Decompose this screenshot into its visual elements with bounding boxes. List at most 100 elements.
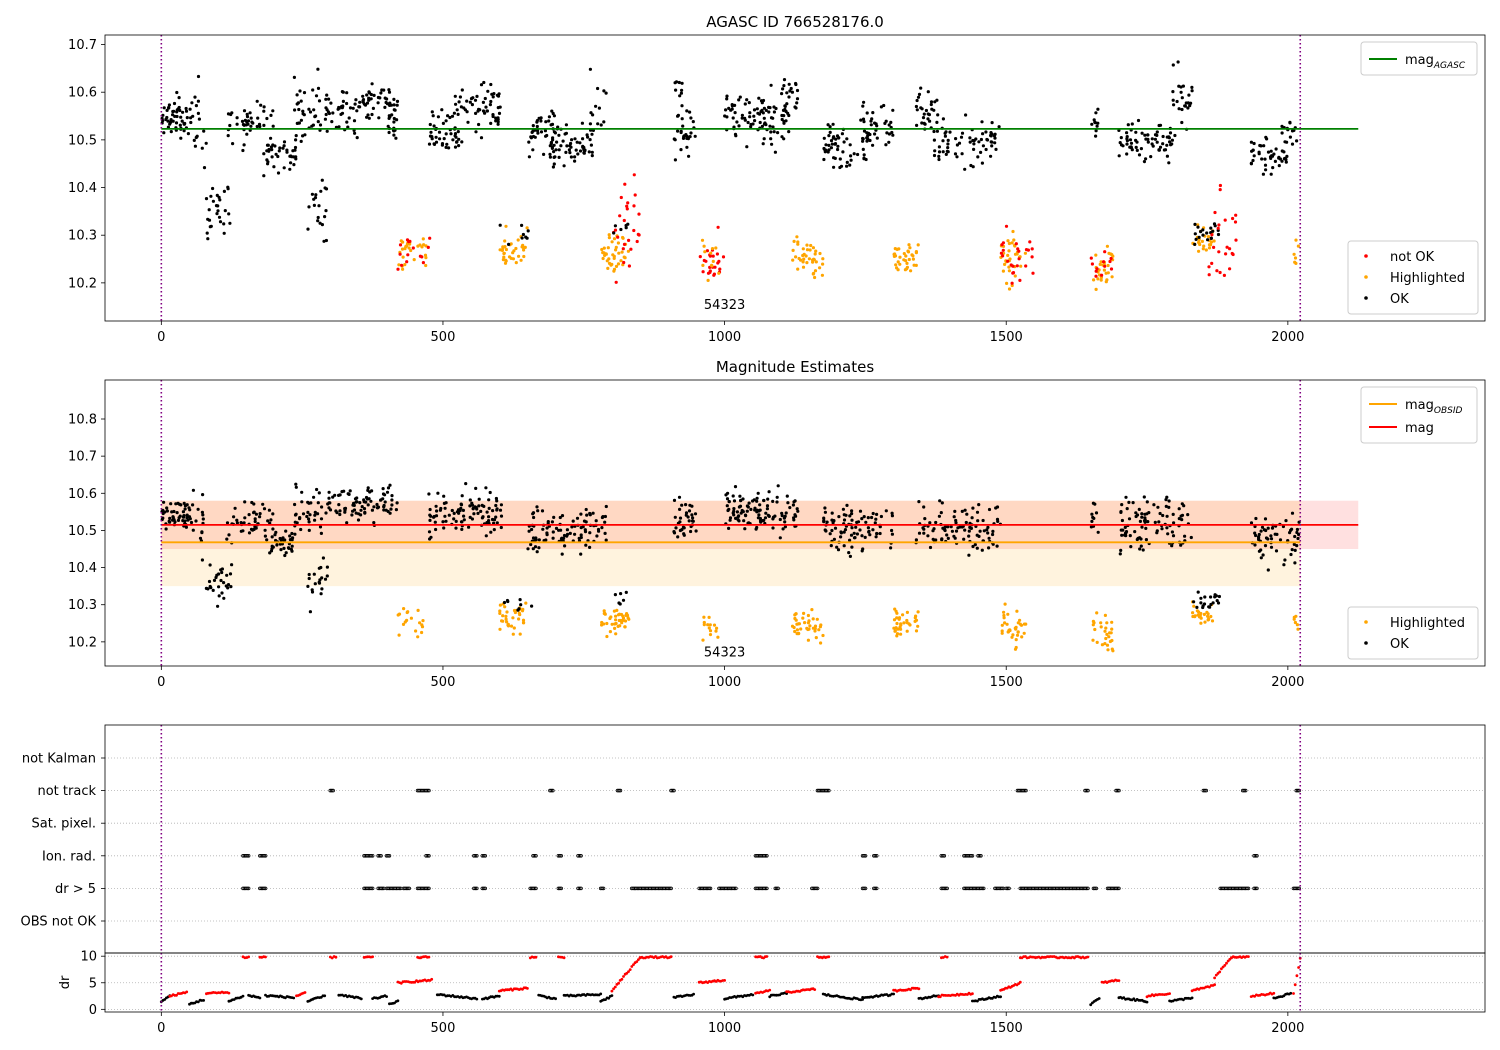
data-point [938, 499, 942, 503]
data-point [684, 511, 689, 515]
data-point [1263, 517, 1268, 521]
data-point [1269, 537, 1274, 541]
dr-point [607, 996, 611, 1000]
data-point [946, 150, 950, 154]
data-point [261, 502, 265, 506]
data-point [384, 508, 388, 512]
flag-marker [1084, 788, 1089, 793]
data-point [1143, 516, 1147, 520]
data-point [440, 142, 445, 146]
data-point [758, 519, 763, 523]
data-point [923, 122, 927, 126]
data-point [529, 135, 533, 139]
data-point [1186, 513, 1190, 517]
data-point [1278, 157, 1282, 161]
data-point [1017, 257, 1021, 261]
data-point [165, 506, 169, 510]
data-point [386, 124, 390, 128]
flag-marker [262, 853, 266, 858]
data-point [1289, 552, 1293, 557]
data-point [416, 244, 420, 248]
legend-label-main: mag [1405, 53, 1434, 68]
legend-label: Highlighted [1390, 616, 1465, 631]
data-point [452, 111, 456, 115]
data-point [844, 513, 848, 517]
data-point [994, 147, 998, 151]
data-point [595, 534, 599, 538]
data-point [615, 608, 619, 613]
data-point [294, 155, 298, 159]
data-point [1294, 238, 1298, 242]
data-point [878, 531, 882, 536]
data-point [693, 134, 697, 138]
flag-marker [980, 886, 985, 891]
data-point [459, 520, 464, 524]
data-point [620, 250, 624, 254]
data-point [568, 144, 572, 148]
data-point [526, 547, 530, 551]
data-point [1180, 96, 1184, 100]
data-point [758, 508, 762, 512]
data-point [499, 514, 504, 518]
dr-point [1292, 992, 1295, 995]
flag-marker [1117, 788, 1121, 793]
data-point [1103, 629, 1107, 633]
data-point [470, 501, 474, 505]
data-point [916, 95, 921, 99]
data-point [768, 106, 772, 110]
data-point [530, 527, 534, 532]
data-point [625, 204, 629, 208]
flag-marker [1115, 886, 1120, 891]
data-point [706, 278, 710, 282]
data-point [1216, 226, 1220, 230]
data-point [1283, 558, 1287, 562]
data-point [1264, 135, 1268, 139]
data-point [567, 148, 572, 152]
data-point [1096, 107, 1100, 111]
data-point [253, 519, 257, 524]
data-point [541, 527, 545, 531]
data-point [365, 93, 369, 97]
data-point [1260, 525, 1265, 529]
data-point [812, 257, 816, 261]
data-point [1290, 548, 1294, 552]
data-point [1107, 635, 1111, 639]
data-point [606, 246, 610, 250]
data-point [1158, 145, 1163, 149]
data-point [312, 495, 316, 499]
data-point [1155, 529, 1159, 533]
data-point [924, 108, 929, 113]
data-point [866, 137, 870, 141]
dr-point [1213, 983, 1216, 987]
data-point [1175, 99, 1179, 104]
flag-marker [1000, 886, 1004, 891]
data-point [401, 255, 405, 259]
data-point [547, 115, 552, 119]
data-point [231, 142, 235, 146]
flag-marker [550, 788, 555, 793]
data-point [390, 498, 394, 502]
data-point [421, 237, 425, 241]
data-point [552, 155, 556, 159]
data-point [1005, 622, 1009, 626]
data-point [383, 96, 387, 100]
data-point [412, 258, 416, 262]
data-point [162, 106, 166, 110]
data-point [1180, 120, 1184, 125]
data-point [219, 578, 223, 583]
flag-marker [577, 853, 582, 858]
data-point [1289, 528, 1293, 533]
data-point [370, 82, 374, 86]
data-point [1137, 507, 1141, 511]
data-point [681, 124, 685, 128]
dr-point [385, 995, 388, 998]
data-point [494, 116, 498, 120]
data-point [1161, 513, 1165, 518]
data-point [618, 624, 622, 628]
data-point [866, 526, 871, 530]
data-point [602, 251, 606, 255]
flag-marker [732, 886, 737, 891]
data-point [914, 618, 919, 622]
data-point [387, 130, 391, 135]
data-point [319, 592, 323, 596]
